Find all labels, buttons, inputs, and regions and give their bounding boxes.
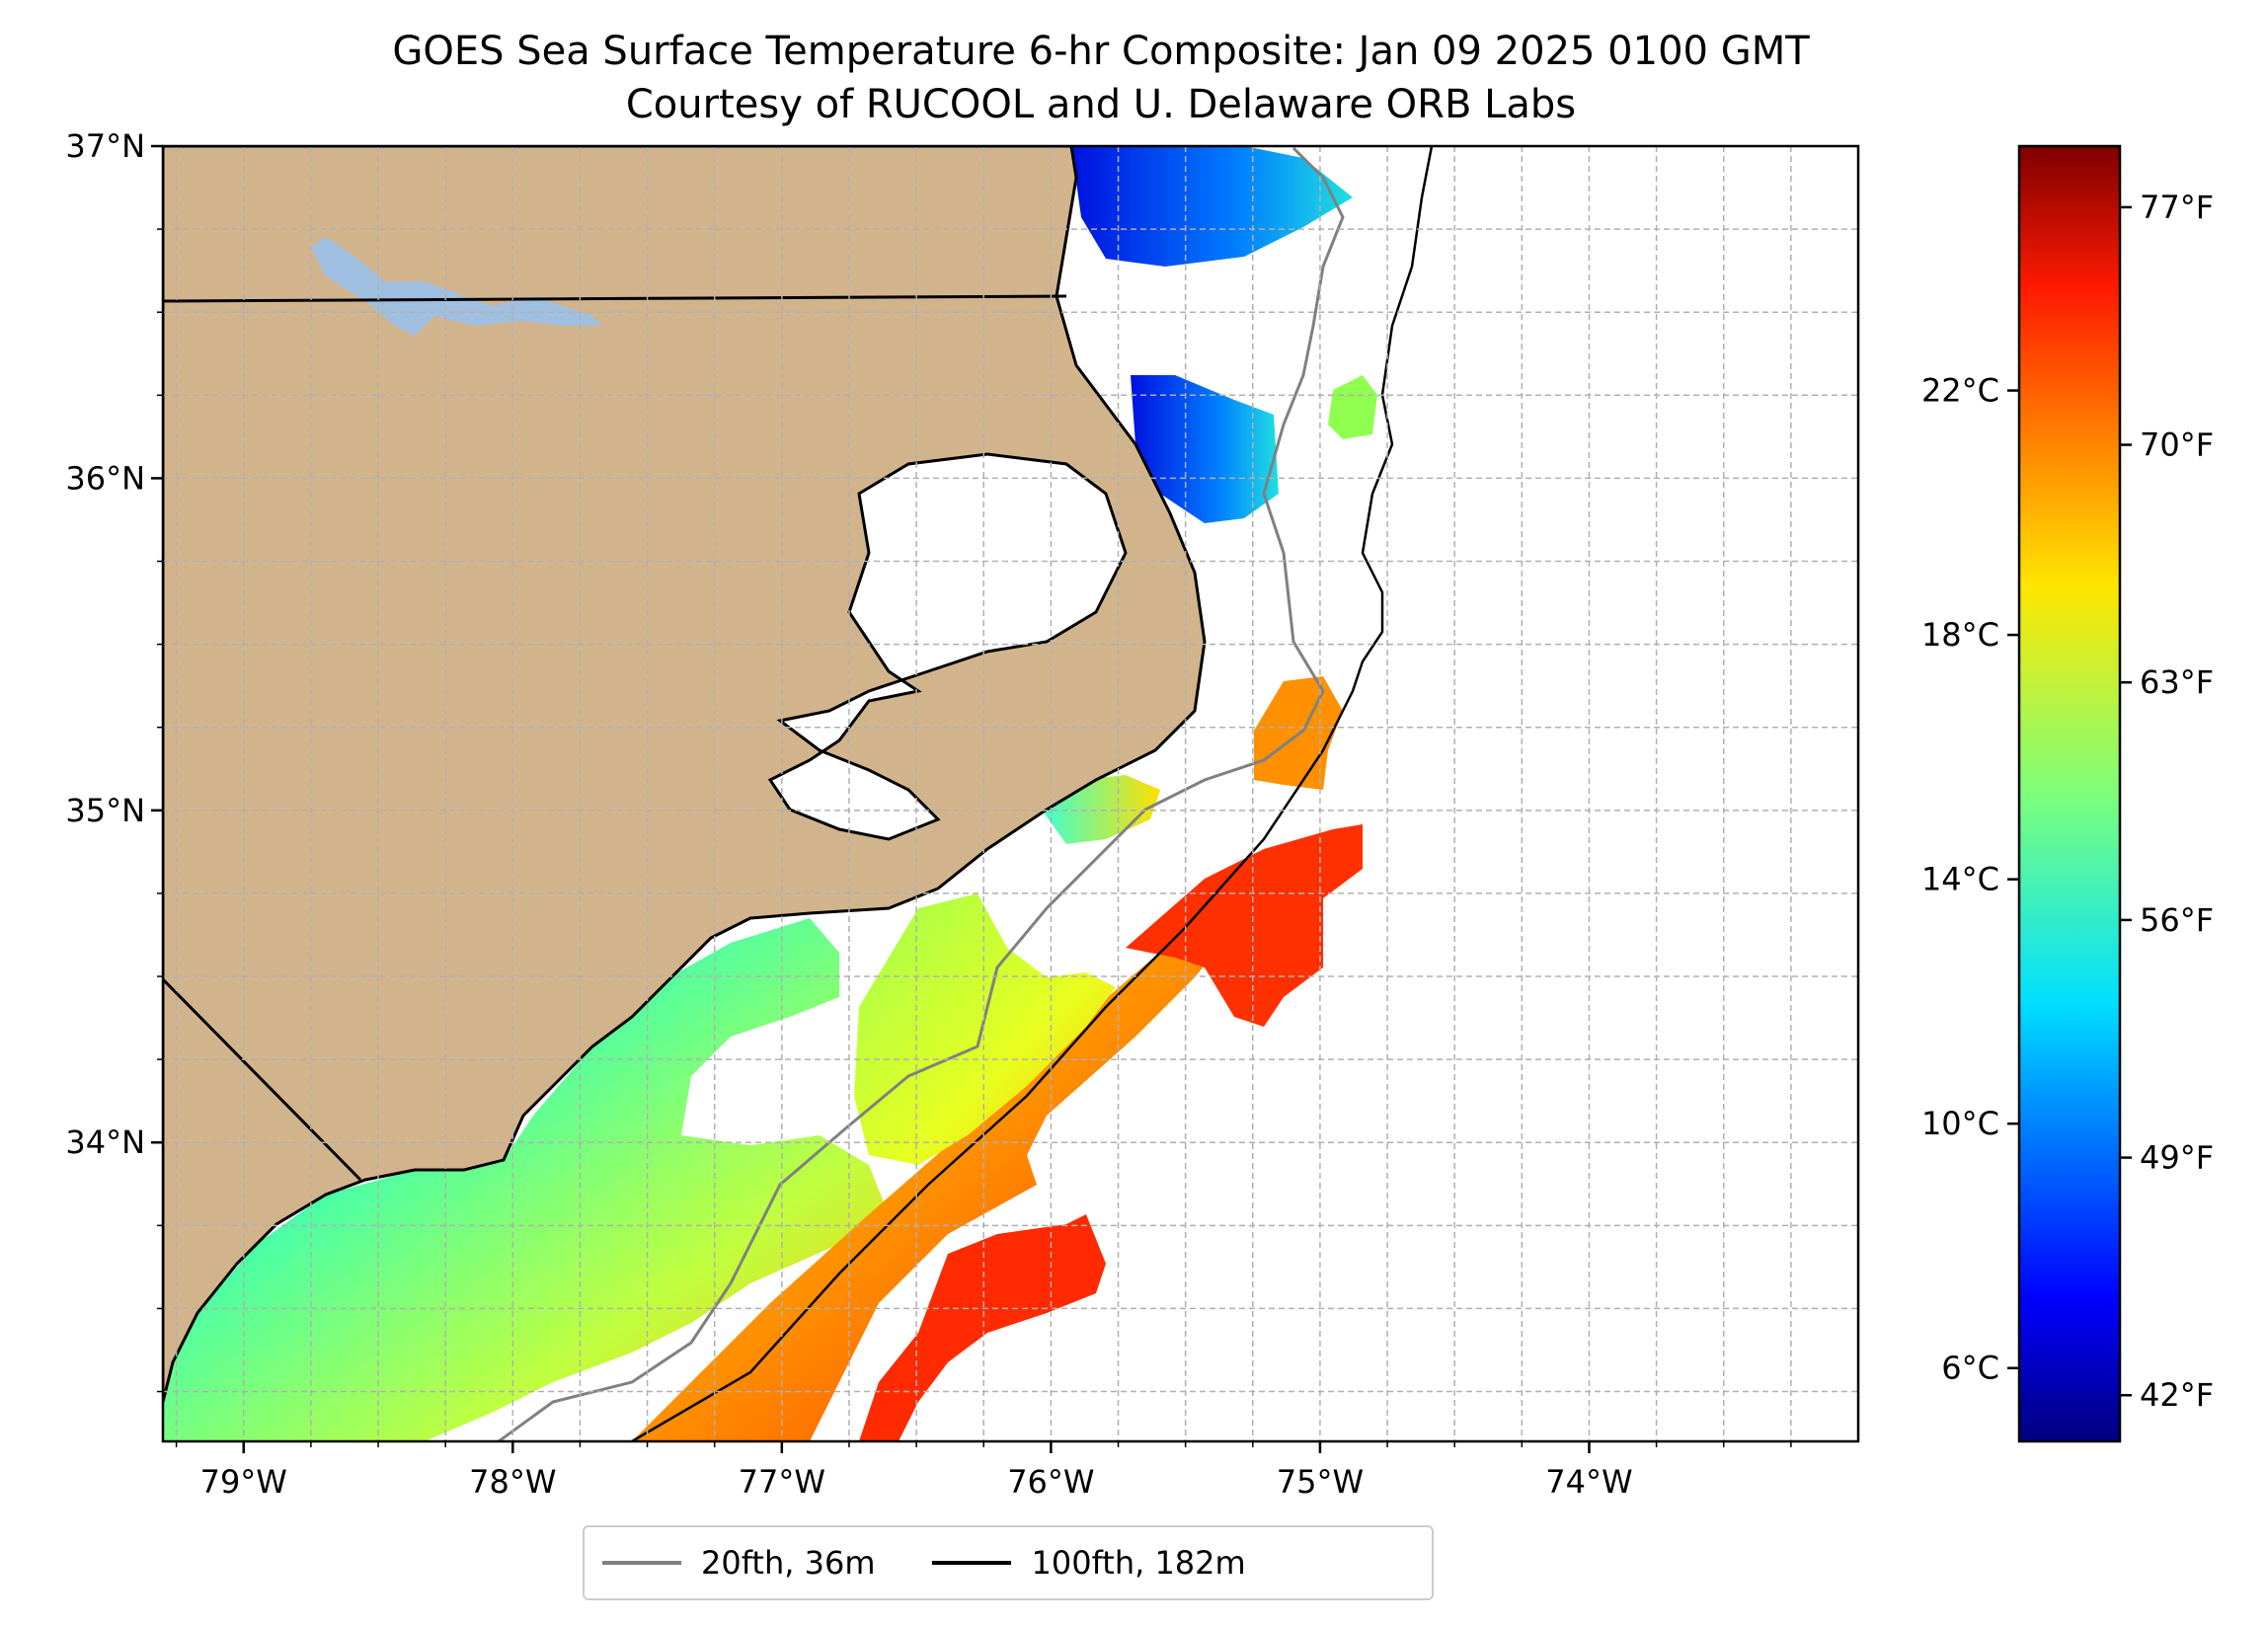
gridlines [163,146,1858,1441]
lat-tick-label: 34°N [65,1123,145,1161]
cbar-celsius-label: 10°C [1921,1105,1999,1142]
lake-kerr [311,237,602,336]
colorbar: 6°C 10°C 14°C 18°C 22°C 42°F 49°F 56°F 63°F 70°F… [1921,144,2214,1443]
cbar-fahrenheit-label: 70°F [2140,426,2214,464]
lon-tick-label: 75°W [1277,1463,1364,1501]
cbar-celsius-label: 22°C [1921,372,1999,410]
lon-tick-label: 77°W [739,1463,825,1501]
colorbar-celsius-axis: 6°C 10°C 14°C 18°C 22°C [1921,372,2019,1387]
cbar-celsius-label: 6°C [1941,1350,1999,1387]
map-title: GOES Sea Surface Temperature 6-hr Compos… [392,29,1810,74]
lat-tick-label: 37°N [65,127,145,165]
lon-tick-label: 76°W [1007,1463,1094,1501]
sst-patch-north-offshore [1071,146,1353,267]
contour-20fth [498,146,1345,1441]
lat-tick-label: 35°N [65,792,145,829]
cbar-fahrenheit-label: 56°F [2140,901,2214,939]
contour-100fth [631,146,1434,1441]
legend-line-100fth [932,1561,1012,1565]
sst-patch-nearshore [163,918,889,1441]
sst-patch-gulfstream-south [859,1214,1106,1441]
sst-patch-green-offshore [1328,375,1377,439]
cbar-fahrenheit-label: 42°F [2140,1376,2214,1414]
pamlico-sound [767,452,1128,841]
cbar-fahrenheit-label: 49°F [2140,1139,2214,1177]
lat-tick-label: 36°N [65,459,145,497]
latitude-axis: 34°N 35°N 36°N 37°N [65,127,163,1393]
map-subtitle: Courtesy of RUCOOL and U. Delaware ORB L… [625,82,1577,127]
legend-item-20fth: 20fth, 36m [602,1544,875,1582]
lon-tick-label: 79°W [200,1463,287,1501]
state-boundary-nc-sc [163,977,362,1182]
legend-label-100fth: 100fth, 182m [1031,1544,1246,1582]
legend-item-100fth: 100fth, 182m [932,1544,1246,1582]
cbar-fahrenheit-label: 77°F [2140,189,2214,226]
lon-tick-label: 78°W [469,1463,556,1501]
legend: 20fth, 36m 100fth, 182m [583,1525,1434,1600]
map-frame [161,144,1860,1443]
cbar-fahrenheit-label: 63°F [2140,663,2214,701]
legend-label-20fth: 20fth, 36m [701,1544,876,1582]
colorbar-fahrenheit-axis: 42°F 49°F 56°F 63°F 70°F 77°F [2120,189,2214,1414]
sst-patch-north-mid [1131,375,1279,523]
longitude-axis: 79°W 78°W 77°W 76°W 75°W 74°W [175,1441,1792,1501]
sst-patch-midshelf [854,893,1116,1165]
colorbar-gradient [2017,144,2122,1443]
cbar-celsius-label: 14°C [1921,861,1999,898]
legend-line-20fth [602,1561,681,1565]
lon-tick-label: 74°W [1545,1463,1632,1501]
map-area [163,146,1858,1441]
cbar-celsius-label: 18°C [1921,616,1999,654]
